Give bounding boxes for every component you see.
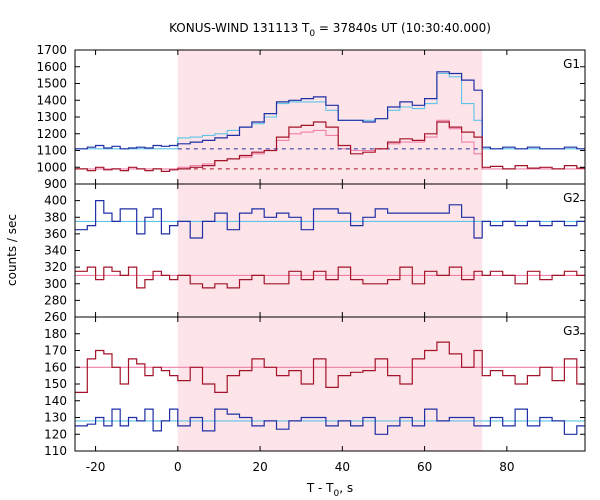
g2-series-blue-line [75,200,585,239]
g2-ytick-label: 380 [44,210,67,224]
g3-series-dark_red-line [75,341,585,393]
g2-ytick-label: 400 [44,194,67,208]
xtick-label: 40 [335,460,350,474]
g1-ytick-label: 1700 [36,43,67,57]
g2-ytick-label: 360 [44,227,67,241]
g3-ytick-label: 170 [44,344,67,358]
g2-ytick-label: 260 [44,310,67,324]
g1-ytick-label: 1200 [36,127,67,141]
g3-series-blue-line [75,408,585,435]
g2-ytick-label: 300 [44,277,67,291]
g2-ytick-label: 280 [44,293,67,307]
plot-area: 90010001100120013001400150016001700G1260… [36,43,586,474]
g3-ytick-label: 140 [44,394,67,408]
xtick-label: 80 [499,460,514,474]
g3-ytick-label: 180 [44,327,67,341]
g1-ytick-label: 1100 [36,144,67,158]
g3-ytick-label: 110 [44,444,67,458]
x-axis-label: T - T0, s [306,481,353,499]
g1-series-blue-line [75,71,585,150]
g1-ytick-label: 1500 [36,77,67,91]
g1-series-dark_red-line [75,121,585,172]
xtick-label: 20 [252,460,267,474]
g2-ytick-label: 320 [44,260,67,274]
g3-ytick-label: 130 [44,411,67,425]
xtick-label: -20 [86,460,106,474]
g3-panel-label: G3 [563,324,580,338]
g3-ytick-label: 150 [44,377,67,391]
g1-ytick-label: 1000 [36,160,67,174]
g1-ytick-label: 900 [44,177,67,191]
g1-ytick-label: 1300 [36,110,67,124]
g2-series-dark_red-line [75,266,585,289]
g1-ytick-label: 1400 [36,93,67,107]
burst-interval-shade [177,50,483,451]
xtick-label: 60 [417,460,432,474]
chart-title: KONUS-WIND 131113 T0 = 37840s UT (10:30:… [169,21,491,39]
g3-ytick-label: 120 [44,427,67,441]
y-axis-label: counts / sec [5,214,19,286]
g2-ytick-label: 340 [44,244,67,258]
g1-ytick-label: 1600 [36,60,67,74]
g1-panel-label: G1 [563,57,580,71]
g3-ytick-label: 160 [44,360,67,374]
xtick-label: 0 [174,460,182,474]
g2-panel-label: G2 [563,191,580,205]
g1-model-pink-line [75,119,585,170]
